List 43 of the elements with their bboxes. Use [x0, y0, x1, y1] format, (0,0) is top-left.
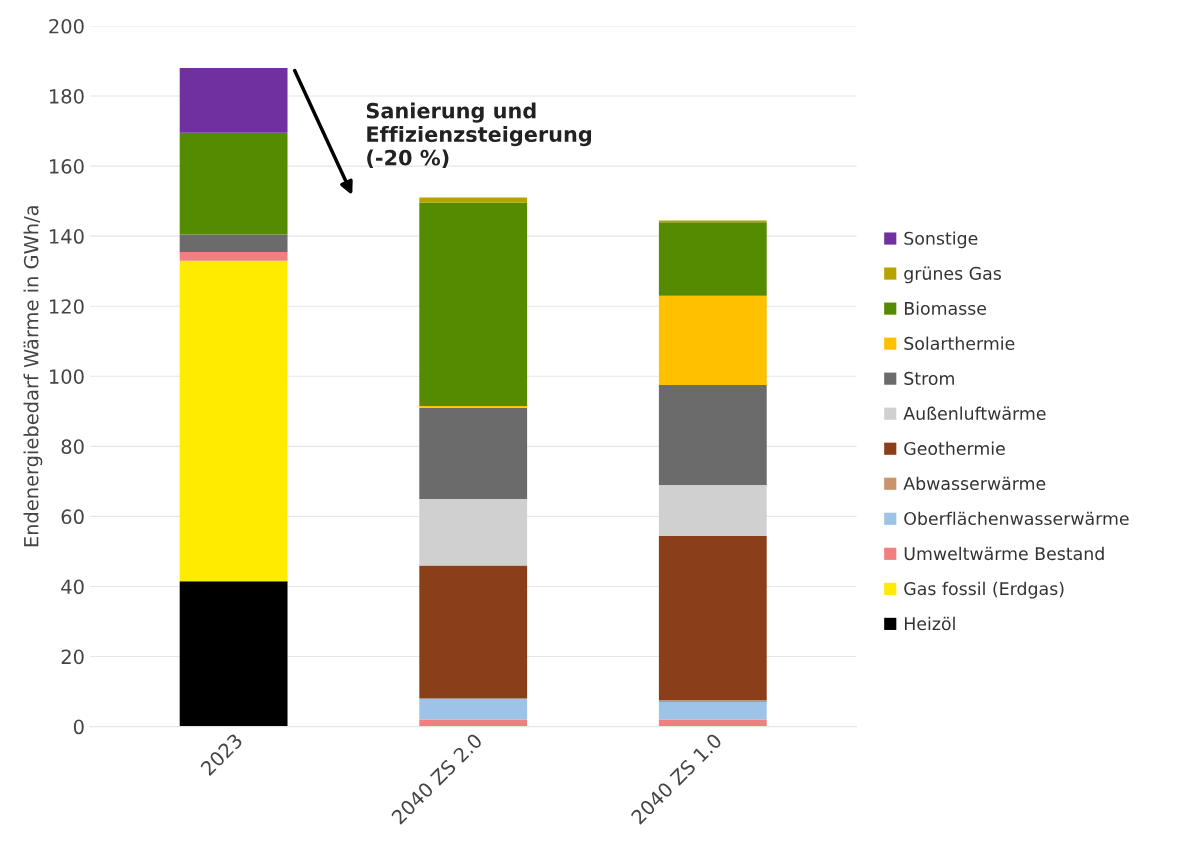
bar	[179, 581, 288, 727]
bar	[419, 197, 528, 203]
bar	[419, 407, 528, 499]
bar	[179, 260, 288, 582]
legend-label: Sonstige	[904, 231, 978, 249]
annotation: Sanierung und Effizienzsteigerung (-20 %)	[366, 102, 592, 168]
legend-label: Heizöl	[904, 616, 955, 631]
legend-label: Geothermie	[904, 441, 1005, 456]
bar	[419, 202, 528, 407]
legend-label: Strom	[904, 371, 954, 385]
y-tick-label: 200	[49, 18, 84, 34]
y-tick-label: 180	[50, 88, 84, 104]
y-axis-title: Endenergiebedarf Wärme in GWh/a	[23, 206, 43, 547]
bar	[658, 385, 767, 485]
y-tick-label: 60	[61, 509, 84, 525]
bar	[179, 132, 288, 235]
legend-label: Oberflächenwasserwärme	[904, 511, 1129, 526]
y-tick-label: 120	[50, 299, 84, 314]
legend-label: Gas fossil (Erdgas)	[904, 581, 1064, 599]
bar	[419, 565, 528, 699]
y-tick-label: 160	[50, 159, 84, 174]
y-tick-label: 140	[50, 229, 84, 244]
y-tick-label: 0	[73, 719, 84, 735]
legend-label: Außenluftwärme	[903, 406, 1046, 421]
bar	[419, 498, 528, 566]
legend-label: grünes Gas	[904, 266, 1001, 284]
legend-label: Solarthermie	[904, 336, 1015, 350]
bar	[179, 251, 288, 261]
bar	[658, 295, 767, 386]
legend-label: Umweltwärme Bestand	[904, 546, 1104, 561]
y-tick-label: 20	[61, 649, 84, 665]
bar	[179, 67, 288, 133]
legend-label: Abwasserwärme	[903, 476, 1046, 491]
y-tick-label: 100	[50, 369, 84, 384]
bar	[658, 702, 767, 720]
bar	[658, 535, 767, 701]
y-tick-label: 80	[61, 439, 84, 454]
bar	[419, 698, 528, 720]
bar	[179, 234, 288, 252]
bar	[658, 222, 767, 296]
y-tick-label: 40	[61, 579, 84, 595]
bar	[658, 484, 767, 536]
legend-label: Biomasse	[904, 301, 987, 315]
